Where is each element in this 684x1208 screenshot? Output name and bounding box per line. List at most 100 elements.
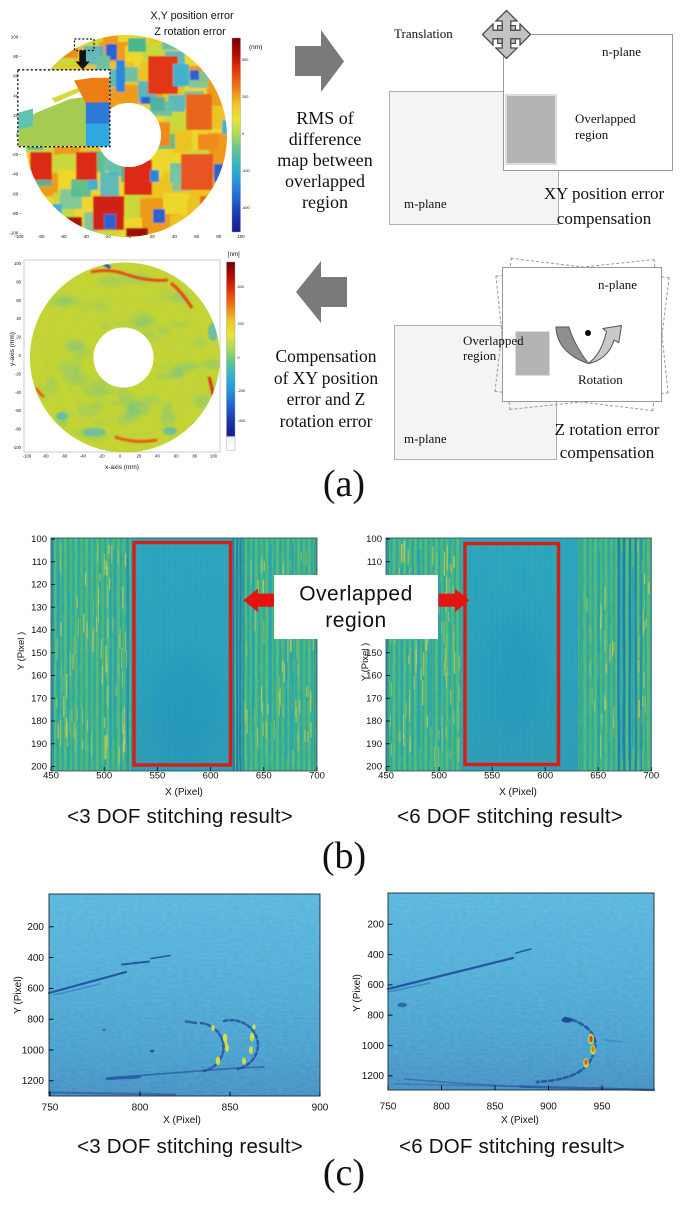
svg-text:-200: -200: [238, 389, 246, 393]
svg-text:80: 80: [192, 454, 197, 459]
svg-text:600: 600: [367, 980, 384, 991]
svg-text:80: 80: [16, 279, 21, 284]
svg-text:<3 DOF stitching result>: <3 DOF stitching result>: [77, 1135, 303, 1158]
svg-text:600: 600: [203, 771, 219, 782]
svg-text:800: 800: [367, 1011, 384, 1022]
svg-text:y-axis (mm): y-axis (mm): [9, 332, 16, 366]
svg-text:-400: -400: [242, 169, 250, 173]
svg-text:40: 40: [16, 316, 21, 321]
svg-text:450: 450: [378, 771, 394, 782]
svg-text:700: 700: [309, 771, 325, 782]
svg-text:400: 400: [27, 953, 44, 964]
svg-text:550: 550: [149, 771, 165, 782]
svg-text:-80: -80: [38, 234, 45, 239]
svg-text:1200: 1200: [362, 1071, 385, 1082]
svg-text:140: 140: [31, 625, 47, 636]
svg-text:Y (Pixel ): Y (Pixel ): [16, 632, 27, 670]
svg-text:190: 190: [31, 739, 47, 750]
svg-text:-100: -100: [23, 454, 32, 459]
svg-text:100: 100: [14, 261, 22, 266]
svg-text:160: 160: [366, 671, 382, 682]
svg-text:0: 0: [19, 353, 22, 358]
svg-text:400: 400: [367, 950, 384, 961]
svg-text:190: 190: [366, 739, 382, 750]
svg-text:-100: -100: [14, 234, 24, 239]
svg-text:200: 200: [31, 762, 47, 773]
svg-text:1000: 1000: [362, 1041, 385, 1052]
svg-text:600: 600: [27, 984, 44, 995]
svg-text:X (Pixel): X (Pixel): [163, 1115, 201, 1126]
svg-text:-40 -: -40 -: [12, 172, 22, 177]
svg-text:800: 800: [433, 1102, 450, 1113]
svg-text:60: 60: [16, 298, 21, 303]
svg-text:0: 0: [238, 356, 240, 360]
svg-text:450: 450: [43, 771, 59, 782]
svg-text:100: 100: [210, 454, 218, 459]
svg-text:20: 20: [137, 454, 142, 459]
svg-text:100: 100: [237, 234, 245, 239]
svg-text:170: 170: [366, 693, 382, 704]
svg-text:Y (Pixel): Y (Pixel): [352, 974, 363, 1012]
svg-text:Y (Pixel): Y (Pixel): [13, 976, 24, 1014]
svg-text:180: 180: [366, 716, 382, 727]
svg-text:160: 160: [31, 671, 47, 682]
svg-text:X (Pixel): X (Pixel): [501, 1115, 539, 1126]
svg-text:550: 550: [484, 771, 500, 782]
svg-text:170: 170: [31, 693, 47, 704]
svg-text:60: 60: [174, 454, 179, 459]
svg-text:X (Pixel): X (Pixel): [499, 787, 537, 798]
svg-text:600: 600: [242, 58, 248, 62]
svg-text:650: 650: [590, 771, 606, 782]
svg-text:-20 -: -20 -: [12, 152, 22, 157]
svg-text:-60 -: -60 -: [12, 191, 22, 196]
svg-text:200: 200: [367, 920, 384, 931]
svg-text:700: 700: [643, 771, 659, 782]
svg-text:<6 DOF stitching result>: <6 DOF stitching result>: [397, 805, 623, 828]
svg-text:750: 750: [42, 1103, 59, 1114]
svg-text:<6 DOF stitching result>: <6 DOF stitching result>: [399, 1135, 625, 1158]
svg-text:-600: -600: [242, 206, 250, 210]
svg-text:650: 650: [256, 771, 272, 782]
svg-text:Overlapped: Overlapped: [299, 583, 413, 606]
svg-text:200: 200: [238, 322, 244, 326]
svg-text:-20: -20: [99, 454, 106, 459]
svg-text:130: 130: [31, 603, 47, 614]
svg-text:750: 750: [380, 1102, 397, 1113]
svg-text:40: 40: [155, 454, 160, 459]
svg-text:[nm]: [nm]: [228, 252, 240, 258]
svg-text:1200: 1200: [22, 1076, 45, 1087]
svg-text:-60: -60: [60, 234, 67, 239]
svg-text:150: 150: [366, 648, 382, 659]
svg-text:400: 400: [238, 285, 244, 289]
svg-text:X,Y position error: X,Y position error: [150, 10, 234, 22]
svg-text:0: 0: [242, 132, 244, 136]
svg-text:0: 0: [119, 454, 122, 459]
svg-text:180: 180: [31, 716, 47, 727]
svg-text:-20: -20: [105, 234, 112, 239]
svg-text:110: 110: [367, 557, 382, 568]
svg-text:950: 950: [594, 1102, 611, 1113]
svg-text:-100 -: -100 -: [9, 231, 21, 236]
svg-text:-60: -60: [61, 454, 68, 459]
svg-text:500: 500: [96, 771, 112, 782]
svg-text:80: 80: [216, 234, 222, 239]
svg-text:-60: -60: [15, 408, 22, 413]
svg-text:-80 -: -80 -: [12, 211, 22, 216]
svg-text:200: 200: [242, 95, 248, 99]
svg-text:<3 DOF stitching result>: <3 DOF stitching result>: [67, 805, 293, 828]
svg-text:600: 600: [537, 771, 553, 782]
svg-text:100: 100: [31, 534, 47, 545]
svg-text:X (Pixel): X (Pixel): [165, 787, 203, 798]
svg-text:120: 120: [31, 580, 47, 591]
svg-text:-40: -40: [80, 454, 87, 459]
svg-text:80 -: 80 -: [13, 54, 21, 59]
svg-text:-40: -40: [15, 390, 22, 395]
svg-text:Y (Pixel ): Y (Pixel ): [360, 643, 371, 681]
svg-text:-100: -100: [13, 445, 22, 450]
svg-text:(nm): (nm): [249, 44, 262, 51]
svg-text:region: region: [325, 609, 386, 632]
svg-text:-80: -80: [15, 427, 22, 432]
svg-text:-80: -80: [43, 454, 50, 459]
svg-text:110: 110: [32, 557, 47, 568]
svg-text:20: 20: [150, 234, 156, 239]
